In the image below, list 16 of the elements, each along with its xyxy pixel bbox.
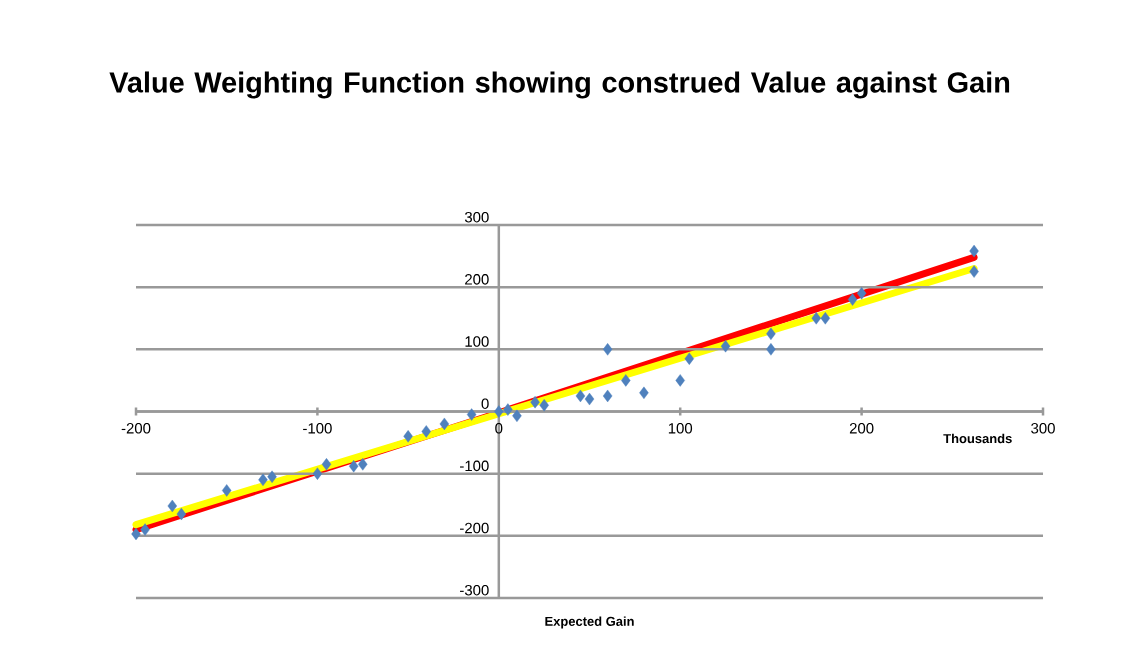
x-tick-label: -100 <box>303 423 332 434</box>
y-tick-label: -200 <box>460 522 489 534</box>
chart-title: Value Weighting Function showing construed Value against Gain <box>109 71 1010 99</box>
y-tick-label: 0 <box>481 398 489 409</box>
y-tick-label: 300 <box>464 211 489 223</box>
annotation: Thousands <box>943 433 1012 444</box>
x-tick-label: 100 <box>668 423 693 434</box>
x-tick-label: 200 <box>849 423 874 434</box>
x-axis-title: Expected Gain <box>545 616 634 629</box>
x-tick-label: 0 <box>495 423 503 434</box>
y-tick-label: 100 <box>465 336 489 347</box>
y-tick-label: -300 <box>460 584 489 596</box>
x-tick-label: 300 <box>1031 423 1055 434</box>
y-tick-label: 200 <box>465 274 489 285</box>
y-tick-label: -100 <box>460 460 489 472</box>
x-tick-label: -200 <box>121 423 151 434</box>
